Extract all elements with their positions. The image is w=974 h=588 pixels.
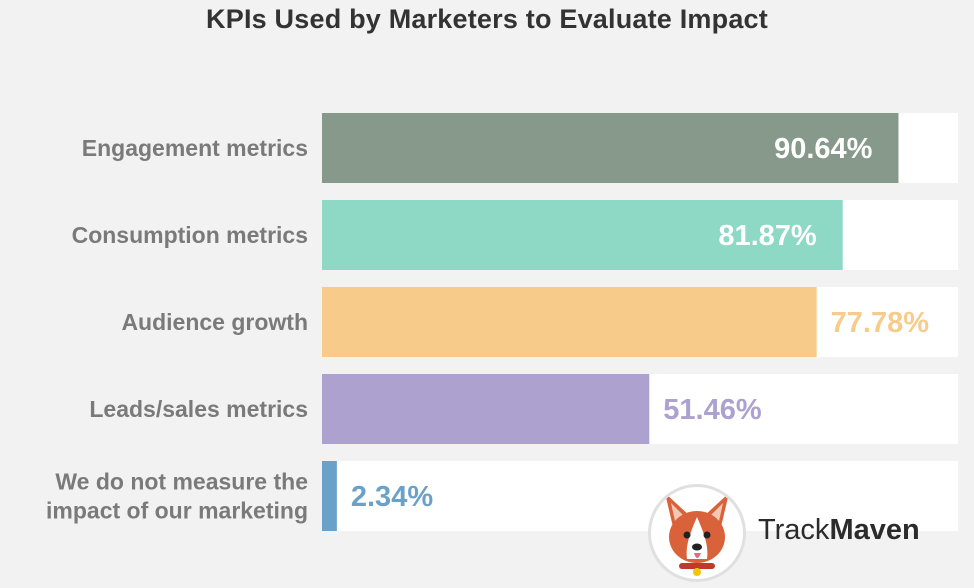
category-label: We do not measure the <box>55 469 308 495</box>
trackmaven-logo: TrackMaven <box>648 484 948 584</box>
bar <box>322 287 817 357</box>
category-label: impact of our marketing <box>46 498 308 524</box>
bar <box>322 374 650 444</box>
category-label: Leads/sales metrics <box>89 396 308 422</box>
brand-name-regular: Track <box>758 514 830 546</box>
value-label: 90.64% <box>774 133 873 165</box>
brand-name-bold: Maven <box>829 514 920 546</box>
category-label: Consumption metrics <box>72 222 308 248</box>
value-label: 81.87% <box>718 220 817 252</box>
bar <box>322 113 899 183</box>
value-label: 77.78% <box>831 307 930 339</box>
corgi-dog-icon <box>648 484 746 582</box>
category-label: Audience growth <box>121 309 308 335</box>
chart-title: KPIs Used by Marketers to Evaluate Impac… <box>206 4 768 34</box>
bar-track <box>322 461 958 531</box>
value-label: 2.34% <box>351 481 433 513</box>
bar <box>322 200 843 270</box>
brand-name: TrackMaven <box>758 514 920 547</box>
bar <box>322 461 337 531</box>
value-label: 51.46% <box>663 394 762 426</box>
category-label: Engagement metrics <box>82 135 308 161</box>
